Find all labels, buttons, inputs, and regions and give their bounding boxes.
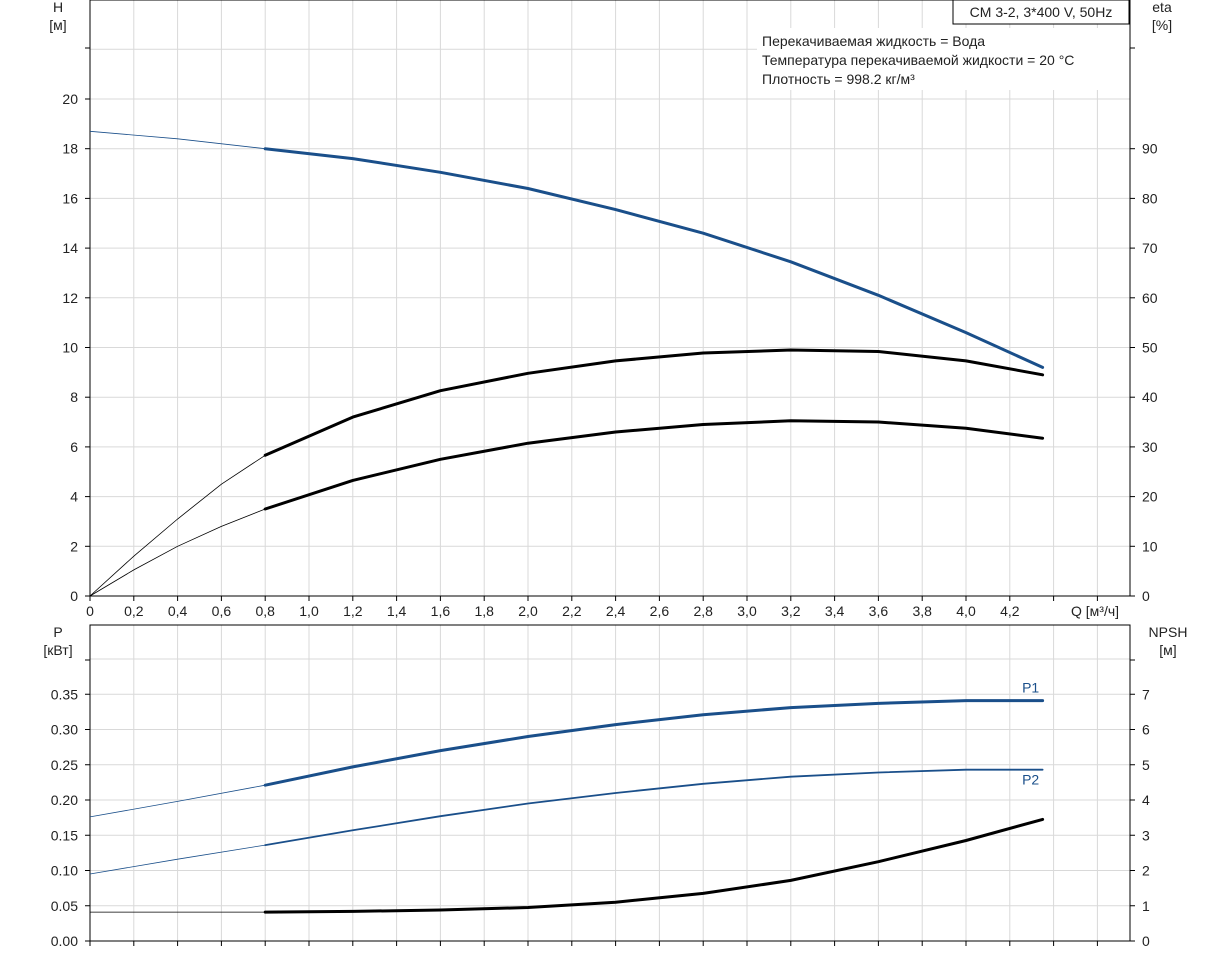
x-tick-label: 1,0 <box>299 603 319 619</box>
y2-axis-label: [%] <box>1152 17 1172 33</box>
y2-tick-label: 0 <box>1142 933 1150 949</box>
y-tick-label: 0.10 <box>51 863 78 879</box>
x-tick-label: 0,2 <box>124 603 144 619</box>
y2-tick-label: 7 <box>1142 686 1150 702</box>
y2-tick-label: 60 <box>1142 290 1158 306</box>
y-tick-label: 18 <box>62 141 78 157</box>
y-tick-label: 0.35 <box>51 686 78 702</box>
x-tick-label: 4,2 <box>1000 603 1020 619</box>
x-tick-label: 3,0 <box>737 603 757 619</box>
curve-top-2-extended <box>89 508 266 597</box>
y-tick-label: 0.00 <box>51 933 78 949</box>
x-tick-label: 3,6 <box>869 603 889 619</box>
y-tick-label: 14 <box>62 240 78 256</box>
y-tick-label: 6 <box>70 439 78 455</box>
y2-tick-label: 20 <box>1142 489 1158 505</box>
info-box: Перекачиваемая жидкость = Вода Температу… <box>757 28 1129 90</box>
curve-bottom-0-extended <box>89 784 266 818</box>
x-tick-label: 2,8 <box>693 603 713 619</box>
series-label: P2 <box>1022 772 1039 788</box>
curve-bottom-2 <box>263 817 1045 914</box>
curve-bottom-1 <box>264 768 1044 846</box>
y-tick-label: 8 <box>70 389 78 405</box>
info-line-fluid: Перекачиваемая жидкость = Вода <box>762 33 985 49</box>
y2-axis-label: [м] <box>1159 642 1176 658</box>
model-label: CM 3-2, 3*400 V, 50Hz <box>970 4 1113 20</box>
x-tick-label: 3,8 <box>912 603 932 619</box>
y2-tick-label: 90 <box>1142 141 1158 157</box>
y2-tick-label: 80 <box>1142 190 1158 206</box>
x-tick-label: 2,4 <box>606 603 626 619</box>
x-tick-label: 1,2 <box>343 603 363 619</box>
y-tick-label: 0.20 <box>51 792 78 808</box>
x-tick-label: 1,4 <box>387 603 407 619</box>
y-tick-label: 2 <box>70 538 78 554</box>
y-tick-label: 20 <box>62 91 78 107</box>
x-tick-label: 2,6 <box>650 603 670 619</box>
y-tick-label: 4 <box>70 489 78 505</box>
x-tick-label: 1,8 <box>474 603 494 619</box>
series-label: P1 <box>1022 680 1039 696</box>
y-tick-label: 0.30 <box>51 722 78 738</box>
y2-axis-label: NPSH <box>1149 624 1188 640</box>
model-label-box: CM 3-2, 3*400 V, 50Hz <box>952 0 1130 25</box>
y2-tick-label: 0 <box>1142 588 1150 604</box>
y2-tick-label: 6 <box>1142 722 1150 738</box>
curve-top-2 <box>263 419 1045 511</box>
x-tick-label: 3,2 <box>781 603 801 619</box>
y-tick-label: 12 <box>62 290 78 306</box>
y-tick-label: 0.15 <box>51 827 78 843</box>
y2-tick-label: 10 <box>1142 538 1158 554</box>
y-tick-label: 16 <box>62 190 78 206</box>
curve-top-0 <box>263 147 1045 369</box>
y2-tick-label: 1 <box>1142 898 1150 914</box>
y2-tick-label: 2 <box>1142 863 1150 879</box>
plot-frame <box>89 624 1131 942</box>
x-tick-label: 0,8 <box>255 603 275 619</box>
axes <box>85 0 1135 946</box>
y-axis-label: H <box>53 0 63 15</box>
x-tick-label: 0,6 <box>212 603 232 619</box>
y-axis-label: [кВт] <box>43 642 72 658</box>
curve-top-1-extended <box>89 454 266 597</box>
curve-top-0-extended <box>89 130 266 150</box>
y-tick-label: 0 <box>70 588 78 604</box>
y-tick-label: 0.25 <box>51 757 78 773</box>
y2-tick-label: 30 <box>1142 439 1158 455</box>
grid <box>90 0 1130 941</box>
y2-tick-label: 70 <box>1142 240 1158 256</box>
curve-bottom-1-extended <box>89 844 266 875</box>
y-axis-label: [м] <box>49 17 66 33</box>
x-tick-label: 4,0 <box>956 603 976 619</box>
x-tick-label: 0,4 <box>168 603 188 619</box>
y2-tick-label: 50 <box>1142 340 1158 356</box>
y-tick-label: 0.05 <box>51 898 78 914</box>
y-axis-label: P <box>53 624 62 640</box>
x-axis-label: Q [м³/ч] <box>1071 603 1119 619</box>
y2-axis-label: eta <box>1152 0 1172 15</box>
y2-tick-label: 3 <box>1142 827 1150 843</box>
x-tick-label: 1,6 <box>431 603 451 619</box>
x-tick-label: 0 <box>86 603 94 619</box>
y2-tick-label: 4 <box>1142 792 1150 808</box>
info-line-density: Плотность = 998.2 кг/м³ <box>762 71 915 87</box>
x-tick-label: 2,0 <box>518 603 538 619</box>
y2-tick-label: 5 <box>1142 757 1150 773</box>
curve-top-1 <box>263 348 1045 457</box>
curves <box>89 130 1045 914</box>
curve-bottom-0 <box>263 699 1045 787</box>
y2-tick-label: 40 <box>1142 389 1158 405</box>
x-tick-label: 2,2 <box>562 603 582 619</box>
y-tick-label: 10 <box>62 340 78 356</box>
info-line-temperature: Температура перекачиваемой жидкости = 20… <box>762 52 1074 68</box>
x-tick-label: 3,4 <box>825 603 845 619</box>
